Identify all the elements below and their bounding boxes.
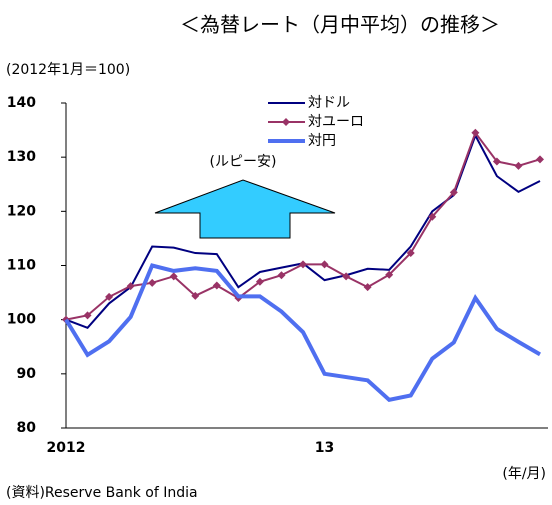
y-tick-label: 100 (7, 312, 36, 328)
annotation: (ルピー安) (210, 154, 277, 170)
point (385, 270, 394, 279)
x-tick-label: 13 (315, 440, 334, 456)
y-axis-label: (2012年1月＝100) (6, 62, 130, 78)
legend-label: 対円 (308, 133, 336, 149)
legend-marker (282, 118, 290, 126)
legend-label: 対ユーロ (308, 114, 364, 130)
point (363, 283, 372, 292)
point (126, 282, 135, 291)
arrow (154, 179, 336, 239)
y-tick-label: 120 (7, 203, 36, 219)
point (191, 291, 200, 300)
x-axis-label: (年/月) (502, 466, 546, 482)
chart-title: ＜為替レート（月中平均）の推移＞ (180, 13, 500, 37)
point (169, 272, 178, 281)
point (514, 161, 523, 170)
point (342, 272, 351, 281)
point (105, 292, 114, 301)
point (255, 277, 264, 286)
source: (資料)Reserve Bank of India (6, 485, 198, 501)
point (536, 155, 544, 164)
y-tick-label: 90 (17, 366, 37, 382)
y-tick-label: 80 (17, 420, 37, 436)
y-tick-label: 140 (7, 95, 36, 111)
point (83, 311, 92, 320)
point (148, 278, 157, 287)
y-tick-label: 110 (7, 258, 36, 274)
point (471, 128, 480, 137)
point (492, 157, 501, 166)
point (428, 212, 437, 221)
point (406, 249, 415, 258)
x-tick-label: 2012 (47, 440, 86, 456)
point (449, 188, 458, 197)
point (320, 260, 329, 269)
point (212, 281, 221, 290)
line-series (65, 130, 541, 321)
line-series (64, 263, 542, 402)
legend-label: 対ドル (308, 95, 350, 111)
point (299, 260, 307, 269)
y-tick-label: 130 (7, 149, 36, 165)
point (277, 271, 286, 280)
